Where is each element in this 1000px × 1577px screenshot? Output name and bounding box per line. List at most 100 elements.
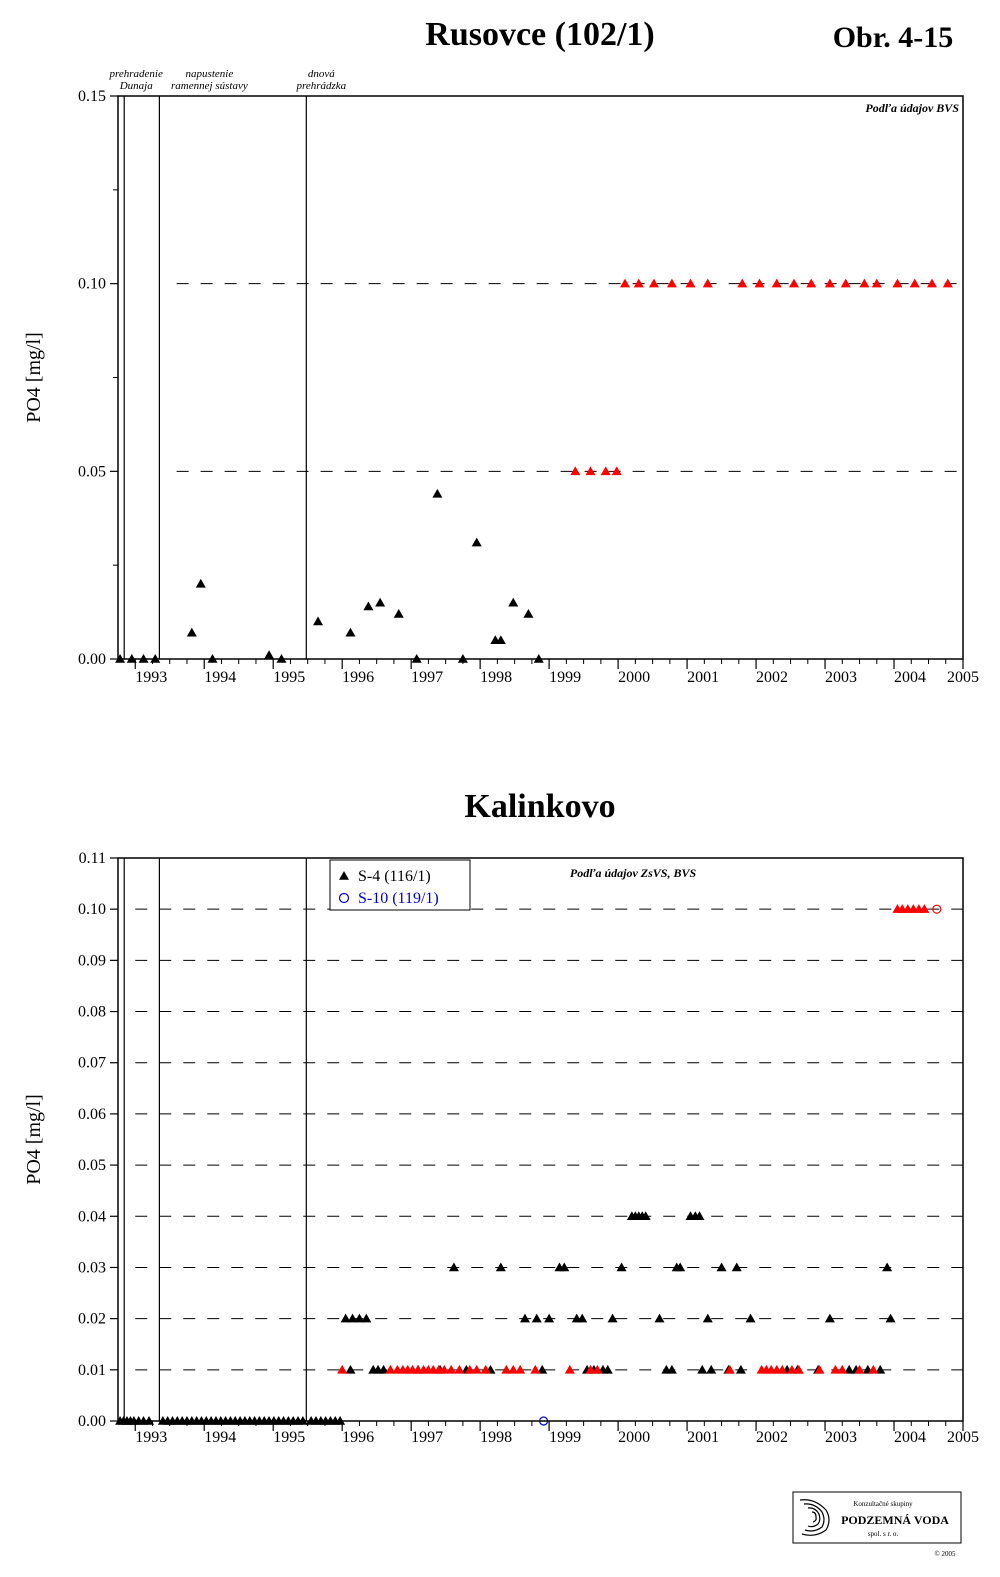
data-point <box>694 1211 705 1221</box>
copyright: © 2005 <box>934 1550 956 1558</box>
chart-kalinkovo: 0.00 0.01 0.02 0.03 0.04 0.05 0.06 0.07 0.08 0.09… <box>23 850 979 1446</box>
data-point <box>854 1364 865 1374</box>
data-point <box>648 278 659 288</box>
data-point <box>859 278 870 288</box>
x-tick-label: 2003 <box>825 669 857 686</box>
y-tick-label: 0.15 <box>78 88 106 105</box>
data-point <box>830 1364 841 1374</box>
data-point <box>519 1313 530 1323</box>
legend-label: S-10 (119/1) <box>358 890 439 907</box>
data-point <box>385 1364 396 1374</box>
data-point <box>875 1364 886 1374</box>
data-point <box>138 654 149 663</box>
event-label: prehrádzka <box>295 80 346 92</box>
data-point <box>745 1313 756 1323</box>
data-point <box>345 1364 356 1374</box>
event-label: Dunaja <box>119 80 154 92</box>
chart-title-rusovce: Rusovce (102/1) <box>425 16 654 53</box>
y-axis-label: PO4 [mg/l] <box>23 1094 45 1185</box>
data-point <box>446 1364 457 1374</box>
data-point <box>600 466 611 476</box>
data-point <box>882 1262 893 1272</box>
x-tick-label: 1997 <box>411 1429 443 1446</box>
plot-area-frame <box>117 857 964 1422</box>
data-point <box>716 1262 727 1272</box>
x-tick-label: 1998 <box>480 669 512 686</box>
event-label: prehradenie <box>109 68 163 80</box>
x-tick-label: 1999 <box>549 669 581 686</box>
logo-frame <box>792 1491 962 1544</box>
x-tick-label: 2004 <box>894 669 926 686</box>
data-point <box>144 1416 155 1425</box>
y-tick-label: 0.04 <box>78 1208 106 1225</box>
data-point <box>585 466 596 476</box>
data-point <box>337 1364 348 1374</box>
legend-label: S-4 (116/1) <box>358 868 431 885</box>
x-tick-label: 2001 <box>687 669 719 686</box>
data-point <box>620 278 630 288</box>
chart-title-kalinkovo: Kalinkovo <box>464 788 615 825</box>
data-point <box>375 597 386 607</box>
legend-marker <box>338 892 350 904</box>
data-point <box>702 278 713 288</box>
data-point <box>340 1313 351 1323</box>
y-tick-label: 0.05 <box>78 1157 106 1174</box>
data-point <box>771 278 782 288</box>
data-point <box>570 466 581 476</box>
y-tick-label: 0.03 <box>78 1259 106 1276</box>
y-tick-label: 0.05 <box>78 463 106 480</box>
data-point <box>297 1416 308 1425</box>
data-point <box>530 1364 541 1374</box>
plot-area-frame <box>117 95 964 660</box>
data-point <box>754 278 765 288</box>
data-point <box>515 1364 526 1374</box>
data-point <box>666 278 677 288</box>
x-tick-label: 2003 <box>825 1429 857 1446</box>
data-point <box>115 654 126 663</box>
data-point <box>814 1364 825 1374</box>
data-point <box>837 1364 848 1374</box>
data-point <box>633 278 644 288</box>
data-point <box>432 488 443 498</box>
data-point <box>195 578 206 588</box>
x-tick-label: 1993 <box>135 669 167 686</box>
y-tick-label: 0.01 <box>78 1362 106 1379</box>
data-point <box>892 278 903 288</box>
data-point <box>616 1262 627 1272</box>
data-point <box>611 466 622 476</box>
data-point <box>640 1211 651 1221</box>
data-point <box>602 1364 613 1374</box>
legend-marker <box>339 871 349 880</box>
data-point <box>926 278 937 288</box>
data-point <box>592 1364 603 1374</box>
chart-rusovce: 0.00 0.05 0.10 0.15 1993 1994 1995 1996 1997 1998… <box>23 68 979 686</box>
data-point <box>531 1313 542 1323</box>
x-tick-label: 2002 <box>756 669 788 686</box>
data-point <box>706 1364 717 1374</box>
data-point <box>345 627 356 637</box>
data-point <box>789 278 799 288</box>
y-tick-label: 0.00 <box>78 651 106 668</box>
figure-label: Obr. 4-15 <box>833 21 954 54</box>
data-point <box>607 1313 618 1323</box>
x-tick-label: 2000 <box>618 1429 650 1446</box>
data-point <box>737 278 748 288</box>
data-point <box>564 1364 575 1374</box>
data-point <box>457 654 468 663</box>
data-point <box>471 537 482 547</box>
data-point <box>150 654 161 663</box>
data-point <box>844 1364 855 1374</box>
data-point <box>363 601 374 611</box>
data-point <box>533 654 544 663</box>
data-point <box>186 627 197 637</box>
y-tick-label: 0.08 <box>78 1004 106 1021</box>
data-point <box>439 1364 450 1374</box>
data-point <box>544 1313 555 1323</box>
data-point <box>448 1262 459 1272</box>
data-point <box>464 1364 475 1374</box>
x-tick-label: 2001 <box>687 1429 719 1446</box>
source-note: Podľa údajov BVS <box>865 101 959 115</box>
company-logo: Konzultačné skupiny PODZEMNÁ VODA spol. … <box>792 1491 962 1544</box>
y-tick-label: 0.07 <box>78 1055 106 1072</box>
logo-emblem <box>799 1499 830 1536</box>
